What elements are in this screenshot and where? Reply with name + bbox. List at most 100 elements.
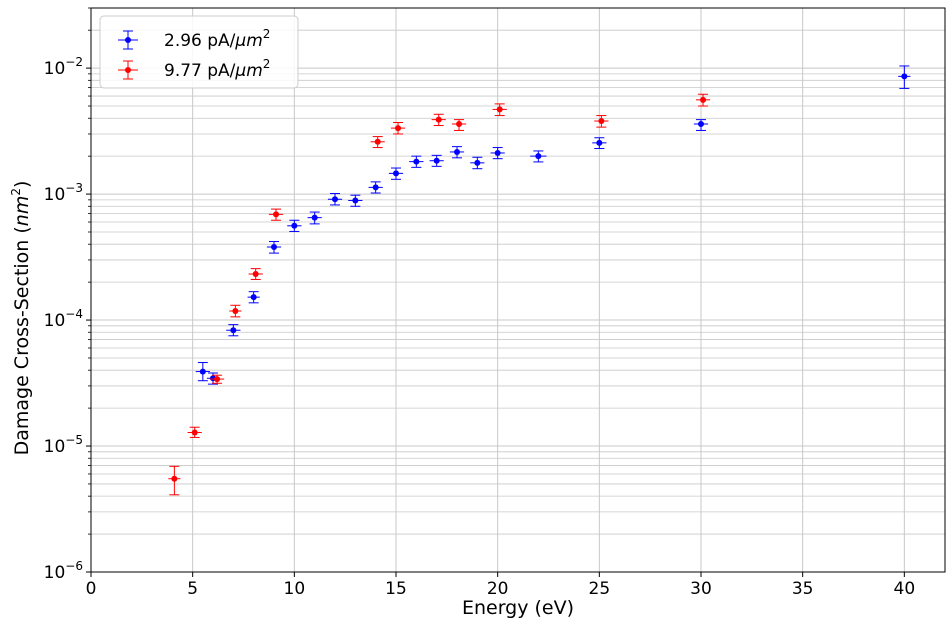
data-point xyxy=(390,122,406,135)
series-1 xyxy=(195,65,911,385)
plot-frame xyxy=(90,7,946,573)
data-point xyxy=(247,291,260,304)
point-marker xyxy=(232,307,239,314)
point-marker xyxy=(496,106,503,113)
legend-marker xyxy=(125,67,131,73)
y-axis-label-sup: 2 xyxy=(9,188,23,196)
y-axis-label: Damage Cross-Section (nm2) xyxy=(9,181,33,456)
legend-item: 9.77 pA/μm2 xyxy=(118,57,270,81)
x-axis-ticks: 0 5 10 15 20 25 30 35 40 xyxy=(86,572,916,599)
data-point xyxy=(368,181,383,194)
point-marker xyxy=(535,153,542,160)
point-marker xyxy=(273,211,280,218)
point-marker xyxy=(433,157,440,164)
x-tick-label: 30 xyxy=(690,579,712,599)
data-point xyxy=(470,156,485,170)
point-marker xyxy=(250,294,257,301)
point-marker xyxy=(252,271,259,278)
legend: 2.96 pA/μm2 9.77 pA/μm2 xyxy=(99,15,299,89)
data-point xyxy=(195,362,210,382)
point-marker xyxy=(494,149,501,156)
point-marker xyxy=(474,159,481,166)
data-point xyxy=(248,268,263,280)
data-point xyxy=(268,208,284,221)
point-marker xyxy=(700,96,707,103)
x-tick-label: 10 xyxy=(284,579,306,599)
point-marker xyxy=(393,170,399,177)
y-axis-ticks: 10−6 10−5 10−4 10−3 10−2 xyxy=(44,7,91,583)
legend-label: 9.77 pA/μm2 xyxy=(164,57,270,81)
x-tick-label: 0 xyxy=(86,579,97,599)
point-marker xyxy=(413,158,420,165)
y-tick-label: 10−2 xyxy=(44,55,83,79)
legend-marker xyxy=(125,37,131,43)
data-point xyxy=(594,115,609,128)
data-point xyxy=(370,136,385,149)
data-point xyxy=(695,93,711,107)
x-tick-label: 25 xyxy=(589,579,611,599)
data-point xyxy=(307,211,322,225)
point-marker xyxy=(271,244,277,251)
x-tick-label: 40 xyxy=(894,579,916,599)
data-point xyxy=(266,241,282,254)
data-point xyxy=(187,426,202,438)
point-marker xyxy=(332,196,338,203)
y-tick-label: 10−6 xyxy=(44,559,83,583)
data-points xyxy=(168,65,911,496)
point-marker xyxy=(372,184,379,191)
y-axis-label-close: ) xyxy=(11,181,33,188)
legend-box xyxy=(99,15,299,89)
point-marker xyxy=(454,148,460,155)
point-marker xyxy=(171,475,178,482)
data-point xyxy=(451,119,467,131)
data-point xyxy=(530,150,547,163)
point-marker xyxy=(214,376,221,383)
point-marker xyxy=(698,120,704,127)
x-tick-label: 35 xyxy=(792,579,814,599)
point-marker xyxy=(311,214,318,221)
series-2 xyxy=(168,93,711,496)
y-tick-label: 10−5 xyxy=(44,433,83,457)
data-point xyxy=(348,194,363,207)
data-point xyxy=(898,65,911,89)
point-marker xyxy=(596,139,603,146)
x-tick-label: 15 xyxy=(385,579,407,599)
legend-label: 2.96 pA/μm2 xyxy=(164,27,270,51)
point-marker xyxy=(199,368,206,375)
data-point xyxy=(388,167,404,180)
point-marker xyxy=(395,125,402,132)
legend-item: 2.96 pA/μm2 xyxy=(118,27,270,51)
data-point xyxy=(209,374,225,384)
point-marker xyxy=(598,118,605,125)
data-point xyxy=(431,113,446,127)
data-point xyxy=(449,146,465,159)
data-point xyxy=(429,154,444,167)
data-point xyxy=(327,193,343,206)
y-tick-label: 10−4 xyxy=(44,307,83,331)
data-point xyxy=(492,103,507,117)
data-point xyxy=(287,219,302,232)
data-point xyxy=(226,324,241,337)
data-point xyxy=(168,465,181,496)
y-axis-label-unit: nm xyxy=(11,196,33,227)
data-point xyxy=(490,147,505,160)
y-tick-label: 10−3 xyxy=(44,181,83,205)
point-marker xyxy=(456,120,463,127)
grid-lines xyxy=(90,7,945,573)
data-point xyxy=(693,119,709,131)
point-marker xyxy=(901,73,908,80)
data-point xyxy=(409,155,424,168)
data-point xyxy=(229,304,242,318)
x-tick-label: 5 xyxy=(187,579,198,599)
x-axis-label: Energy (eV) xyxy=(462,597,574,619)
point-marker xyxy=(352,197,359,204)
point-marker xyxy=(191,429,198,436)
point-marker xyxy=(374,138,381,145)
y-axis-label-main: Damage Cross-Section ( xyxy=(11,226,33,455)
point-marker xyxy=(291,222,298,229)
point-marker xyxy=(435,116,442,123)
x-tick-label: 20 xyxy=(487,579,509,599)
point-marker xyxy=(230,327,237,334)
data-point xyxy=(592,137,607,150)
